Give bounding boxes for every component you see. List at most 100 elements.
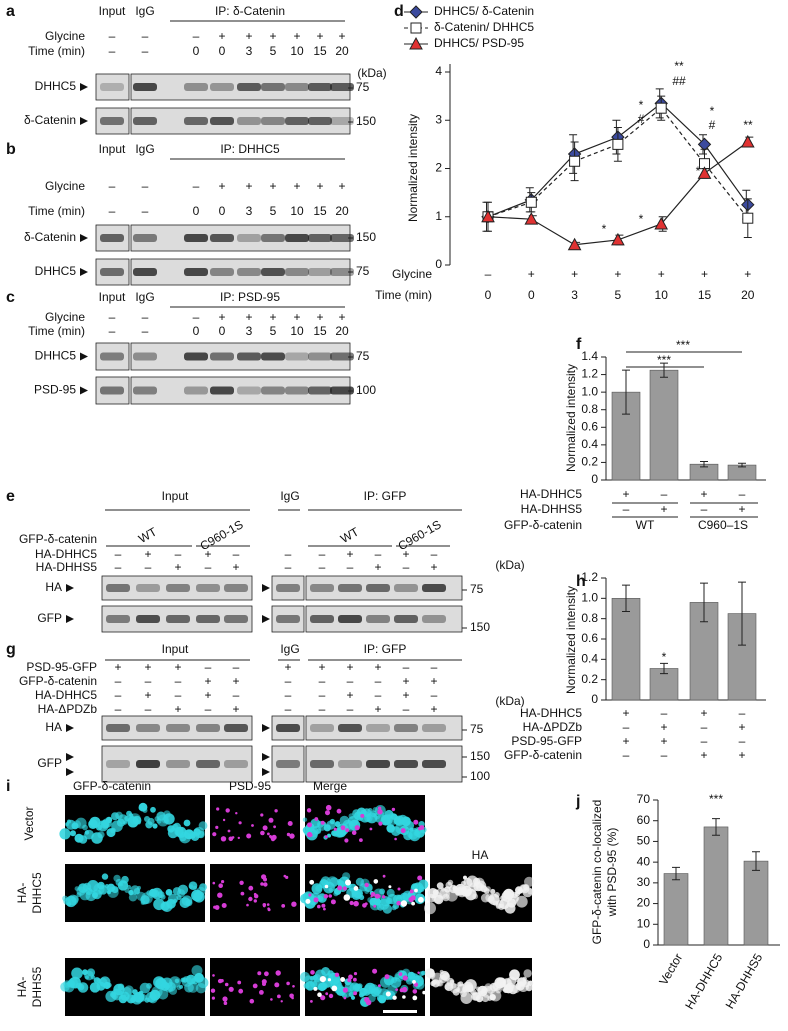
row-label: Time (min): [28, 324, 85, 338]
dendrite-signal: [327, 833, 331, 838]
puncta: [220, 836, 227, 842]
condition-sign: –: [145, 702, 152, 716]
blot-strip: [101, 745, 253, 783]
protein-band: [196, 615, 220, 623]
protein-band: [366, 760, 390, 768]
dendrite-signal: [379, 888, 385, 895]
puncta: [267, 907, 270, 910]
blot-header: IgG: [135, 290, 154, 304]
colocalized-puncta: [388, 885, 392, 889]
puncta: [324, 835, 328, 839]
condition-sign: +: [338, 29, 345, 43]
condition-sign: +: [402, 547, 409, 561]
puncta: [320, 820, 325, 825]
puncta: [212, 974, 215, 977]
puncta: [382, 874, 386, 878]
point: [612, 138, 624, 150]
puncta: [397, 887, 401, 891]
protein-band: [184, 352, 208, 361]
puncta: [413, 819, 419, 825]
puncta: [222, 818, 226, 822]
puncta: [221, 880, 225, 884]
condition-sign: –: [142, 179, 149, 193]
micrograph: [210, 795, 300, 852]
dendrite-signal: [495, 987, 502, 994]
puncta: [235, 812, 238, 815]
bar: [649, 369, 679, 481]
condition-sign: +: [174, 660, 181, 674]
micrograph: [210, 958, 300, 1016]
condition-sign: +: [284, 660, 291, 674]
micrograph-bg: [210, 795, 300, 852]
dendrite-signal: [147, 817, 155, 826]
significance-mark: ***: [676, 338, 690, 352]
micrograph: [60, 958, 209, 1016]
y-tick-label: 40: [637, 854, 651, 868]
condition-sign: +: [660, 502, 667, 516]
puncta: [286, 981, 290, 986]
puncta: [248, 896, 253, 902]
dendrite-signal: [152, 823, 158, 829]
row-label: Glycine: [45, 29, 85, 43]
point: [697, 166, 712, 179]
significance-mark: *: [696, 164, 701, 178]
row-label: GFP-δ-catenin: [19, 532, 97, 546]
group-label: C960–1S: [698, 518, 748, 532]
puncta: [267, 832, 270, 836]
puncta: [317, 904, 321, 909]
puncta: [378, 821, 383, 826]
condition-sign: +: [402, 674, 409, 688]
puncta: [377, 806, 382, 810]
group-label: WT: [136, 524, 160, 546]
protein-band: [330, 268, 354, 276]
protein-band: [237, 268, 261, 276]
band-arrow: [80, 268, 88, 276]
protein-band: [308, 386, 332, 395]
protein-band: [166, 760, 190, 768]
dendrite-signal: [415, 980, 425, 990]
y-tick-label: 0.2: [581, 455, 598, 469]
x-row-label: Time (min): [375, 288, 432, 302]
row-label: PSD-95-GFP: [26, 660, 97, 674]
protein-band: [330, 234, 354, 242]
x-tick-label: 10: [655, 288, 669, 302]
protein-band: [308, 352, 332, 361]
protein-band: [285, 352, 309, 361]
dendrite-signal: [348, 991, 354, 998]
puncta: [220, 979, 224, 983]
dendrite-signal: [421, 970, 426, 976]
condition-sign: 3: [246, 324, 253, 338]
point: [611, 232, 625, 246]
protein-band: [285, 117, 309, 125]
condition-sign: 20: [335, 204, 349, 218]
dendrite-signal: [329, 818, 336, 825]
puncta: [271, 834, 277, 841]
y-tick-label: 0: [435, 257, 442, 271]
dendrite-signal: [329, 877, 339, 887]
condition-sign: –: [319, 702, 326, 716]
protein-band: [100, 234, 124, 242]
colocalized-puncta: [418, 896, 424, 903]
condition-sign: +: [293, 310, 300, 324]
condition-sign: 3: [246, 44, 253, 58]
dendrite-signal: [490, 888, 496, 895]
error-bar: [622, 584, 630, 613]
condition-sign: +: [174, 702, 181, 716]
dendrite-signal: [527, 980, 534, 986]
protein-band: [310, 615, 334, 623]
puncta: [354, 825, 360, 831]
protein-band: [422, 584, 446, 592]
kda-marker: 100: [470, 769, 490, 783]
protein-band: [330, 386, 354, 395]
protein-band: [338, 724, 362, 732]
puncta: [264, 971, 269, 977]
dendrite-signal: [527, 888, 534, 895]
puncta: [323, 894, 329, 899]
error-bar: [738, 462, 746, 468]
condition-sign: 3: [246, 204, 253, 218]
colocalized-puncta: [345, 879, 351, 886]
condition-sign: –: [233, 688, 240, 702]
puncta: [417, 875, 423, 881]
condition-sign: –: [739, 734, 746, 748]
band-arrow: [262, 753, 270, 761]
